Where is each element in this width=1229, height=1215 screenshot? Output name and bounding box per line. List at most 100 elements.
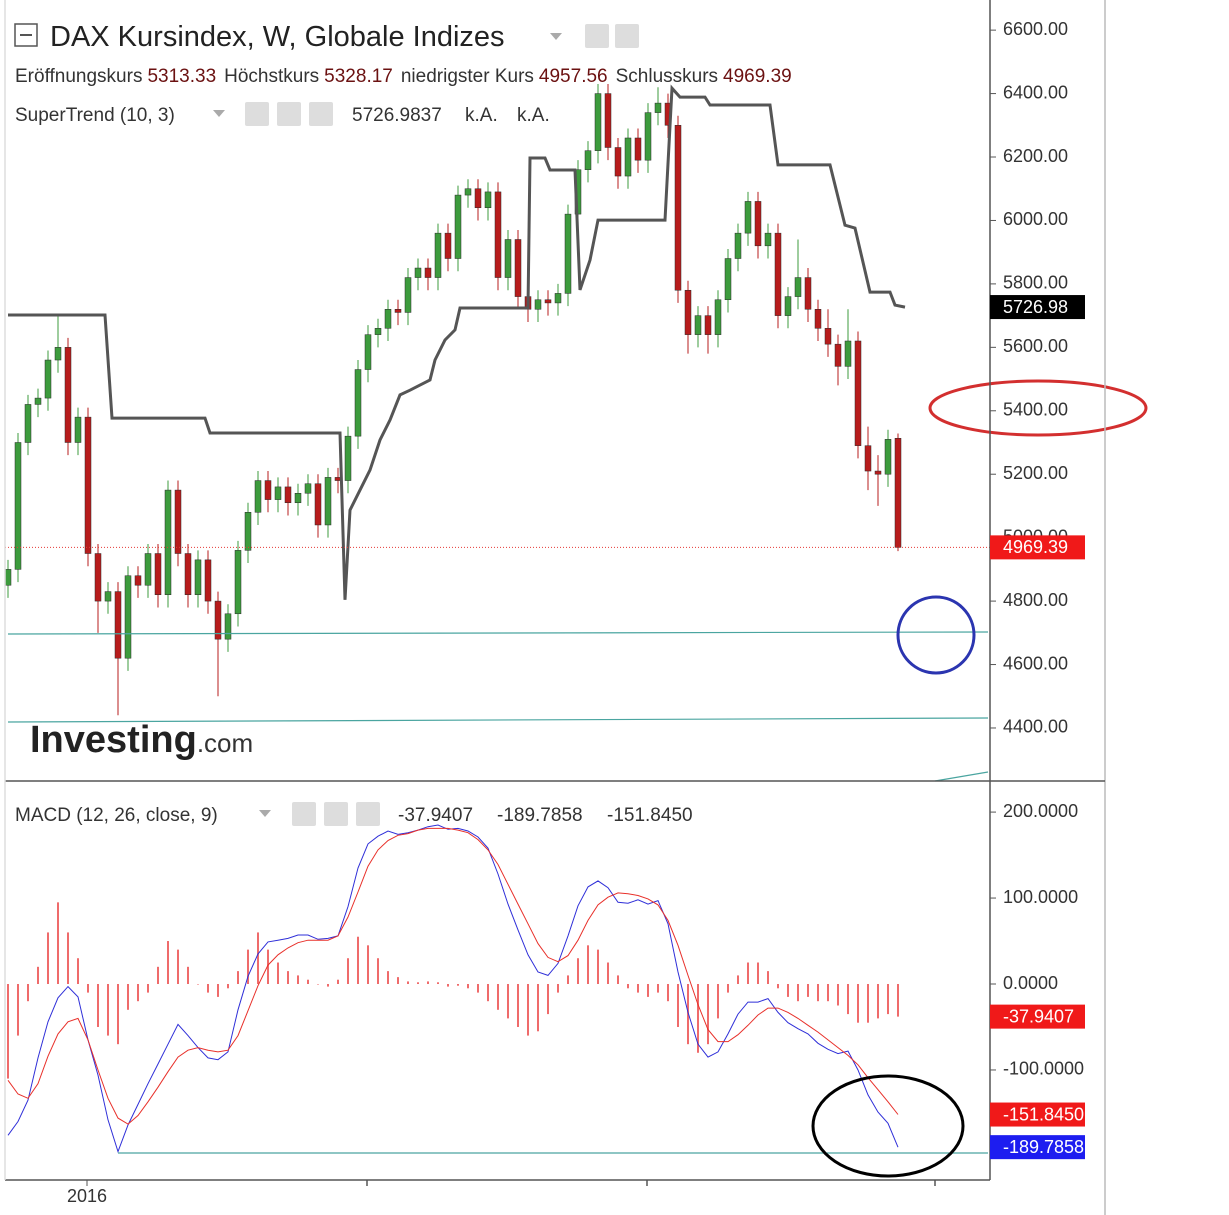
y-tick-label: 6600.00 (1003, 19, 1068, 39)
dropdown-arrow[interactable] (213, 110, 225, 117)
annotation-ellipse (928, 379, 1148, 437)
ohlc-label: niedrigster Kurs (401, 66, 534, 87)
ohlc-value: 4957.56 (539, 66, 608, 87)
candle-body (304, 483, 312, 494)
candle-body (724, 258, 732, 301)
histogram-bar (307, 979, 309, 985)
dropdown-arrow[interactable] (550, 33, 562, 40)
price-badge (990, 1135, 1085, 1160)
histogram-bar (767, 971, 769, 985)
candle-body (404, 277, 412, 313)
candle-body (224, 613, 232, 640)
histogram-bar (287, 971, 289, 985)
histogram-bar (857, 984, 859, 1023)
y-tick-label: 6000.00 (1003, 209, 1068, 229)
watermark-suffix: .com (197, 728, 253, 758)
histogram-bar (607, 962, 609, 985)
y-tick-label: 4800.00 (1003, 590, 1068, 610)
trend-line (7, 717, 989, 723)
candle-body (174, 489, 182, 554)
histogram-bar (447, 984, 449, 987)
supertrend-line (8, 84, 906, 600)
dropdown-arrow[interactable] (259, 810, 271, 817)
candle-body (154, 553, 162, 596)
indicator-value: -37.9407 (398, 805, 473, 826)
candle-body (504, 239, 512, 278)
histogram-bar (27, 984, 29, 1002)
histogram-bar (687, 984, 689, 1045)
remove-button[interactable] (356, 802, 380, 826)
candle-body (644, 112, 652, 161)
candle-body (814, 309, 822, 329)
annotation-ellipse (811, 1074, 965, 1178)
price-badge (990, 1102, 1085, 1127)
candle-body (474, 188, 482, 209)
histogram-bar (577, 958, 579, 985)
histogram-bar (557, 984, 559, 993)
remove-button[interactable] (309, 102, 333, 126)
histogram-bar (727, 984, 729, 993)
ohlc-value: 4969.39 (723, 66, 792, 87)
candle-body (484, 191, 492, 209)
histogram-bar (567, 975, 569, 985)
visibility-button[interactable] (245, 102, 269, 126)
candle-body (94, 553, 102, 602)
histogram-bar (177, 949, 179, 985)
visibility-button[interactable] (585, 24, 609, 48)
settings-button[interactable] (277, 102, 301, 126)
price-badge-label: 4969.39 (1003, 537, 1068, 557)
price-badge (990, 1004, 1085, 1029)
candle-body (684, 289, 692, 335)
drawings (7, 379, 1148, 1178)
candle-body (54, 347, 62, 361)
indicator-value: 5726.9837 (352, 105, 442, 126)
candle-body (754, 201, 762, 247)
histogram-bar (247, 949, 249, 985)
candle-body (204, 559, 212, 602)
candle-body (784, 296, 792, 316)
price-badge (990, 295, 1085, 320)
histogram-bar (97, 984, 99, 1027)
settings-button[interactable] (324, 802, 348, 826)
price-badge-label: -189.7858 (1003, 1137, 1084, 1157)
visibility-button[interactable] (292, 802, 316, 826)
histogram-bar (317, 984, 319, 985)
histogram-bar (7, 984, 9, 1079)
histogram-bar (737, 975, 739, 985)
candle-body (354, 369, 362, 437)
histogram-bar (797, 984, 799, 1002)
histogram-bar (787, 984, 789, 997)
candle-body (4, 569, 12, 586)
histogram-bar (487, 984, 489, 1002)
histogram-bar (547, 984, 549, 1015)
candle-body (384, 309, 392, 329)
candle-body (534, 299, 542, 310)
candle-body (614, 147, 622, 177)
candle-body (24, 404, 32, 443)
histogram-bar (117, 984, 119, 1045)
histogram-bar (347, 958, 349, 985)
histogram-bar (377, 958, 379, 985)
histogram-bar (187, 966, 189, 985)
histogram-bar (877, 984, 879, 1019)
y-tick-label: 5400.00 (1003, 400, 1068, 420)
y-tick-label: 0.0000 (1003, 973, 1058, 993)
histogram-bar (777, 984, 779, 989)
ohlc-label: Schlusskurs (616, 66, 718, 87)
histogram-bar (707, 984, 709, 1045)
histogram-bar (887, 984, 889, 1015)
settings-button[interactable] (615, 24, 639, 48)
histogram-bar (897, 984, 899, 1017)
candle-body (254, 480, 262, 513)
candle-body (774, 232, 782, 316)
indicator-value: -151.8450 (607, 805, 693, 826)
candle-body (694, 315, 702, 335)
histogram-bar (467, 984, 469, 989)
candle-body (704, 315, 712, 335)
candle-body (274, 486, 282, 500)
candle-body (824, 328, 832, 345)
y-tick-label: 200.0000 (1003, 801, 1078, 821)
histogram-bar (637, 984, 639, 993)
